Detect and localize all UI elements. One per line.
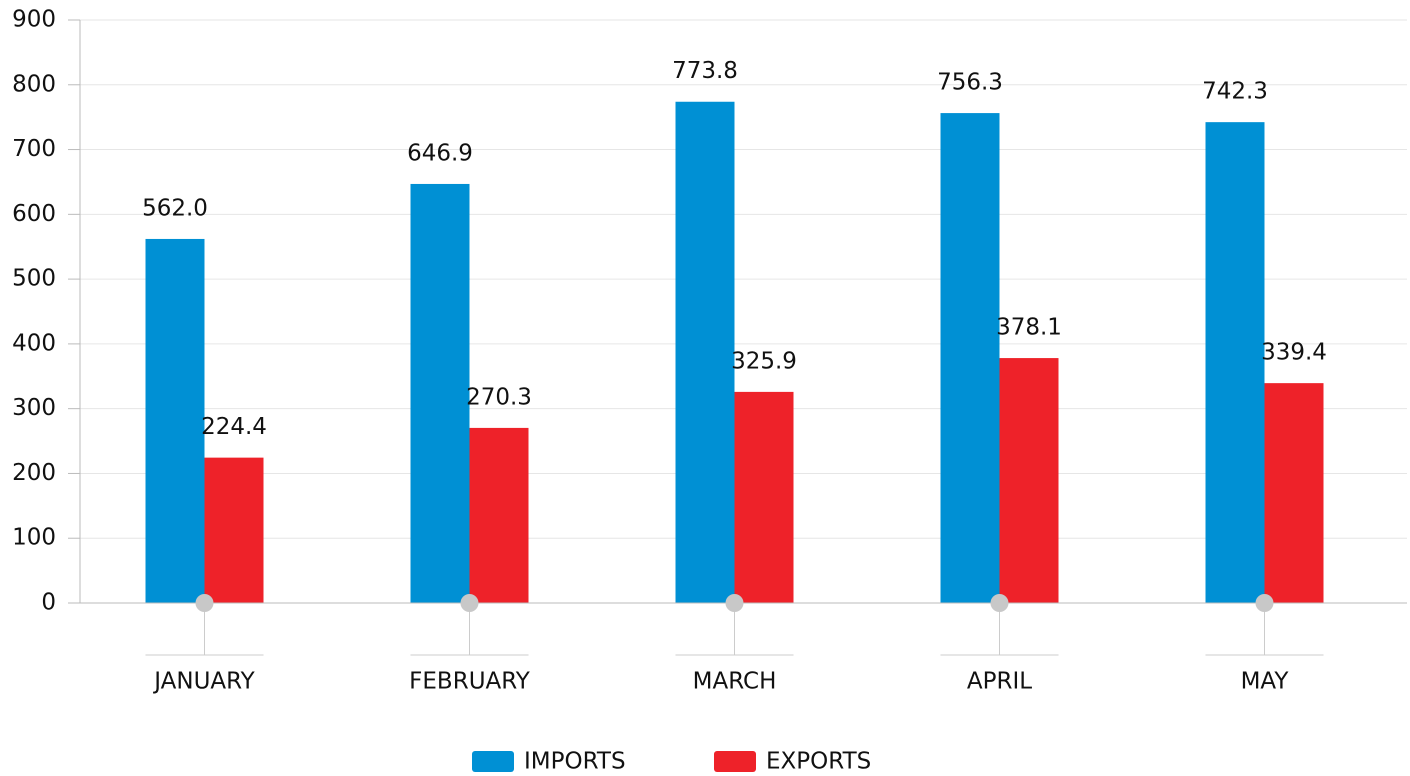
legend-swatch xyxy=(714,751,756,772)
y-tick-label: 300 xyxy=(12,395,56,421)
x-tick-dot xyxy=(725,594,744,612)
y-tick-label: 200 xyxy=(12,460,56,486)
bar xyxy=(734,391,794,603)
x-tick-label: MARCH xyxy=(693,669,777,695)
value-label: 773.8 xyxy=(672,58,738,84)
value-label: 756.3 xyxy=(937,70,1003,96)
x-tick-dot xyxy=(1255,594,1274,612)
y-tick-label: 500 xyxy=(12,266,56,292)
bar xyxy=(145,238,205,603)
value-label: 562.0 xyxy=(142,195,208,221)
legend-swatch xyxy=(472,751,514,772)
value-label: 646.9 xyxy=(407,140,473,166)
y-tick-label: 100 xyxy=(12,525,56,551)
bar xyxy=(675,101,735,603)
x-tick-dot xyxy=(460,594,479,612)
y-tick-label: 800 xyxy=(12,71,56,97)
x-tick-dot xyxy=(195,594,214,612)
y-tick-label: 0 xyxy=(41,590,56,616)
y-tick-label: 700 xyxy=(12,136,56,162)
y-tick-label: 400 xyxy=(12,330,56,356)
bar xyxy=(1205,122,1265,604)
x-tick-label: JANUARY xyxy=(152,669,255,695)
value-label: 742.3 xyxy=(1202,79,1268,105)
x-tick-label: APRIL xyxy=(967,669,1032,695)
legend-label: IMPORTS xyxy=(524,749,626,775)
bar xyxy=(940,113,1000,603)
value-label: 270.3 xyxy=(466,384,532,410)
value-label: 325.9 xyxy=(731,348,797,374)
value-label: 378.1 xyxy=(996,315,1062,341)
x-tick-label: MAY xyxy=(1241,669,1290,695)
x-tick-label: FEBRUARY xyxy=(409,669,531,695)
y-tick-label: 600 xyxy=(12,201,56,227)
value-label: 339.4 xyxy=(1261,340,1327,366)
legend-label: EXPORTS xyxy=(766,749,871,775)
value-label: 224.4 xyxy=(201,414,267,440)
bar xyxy=(469,427,529,603)
y-tick-label: 900 xyxy=(12,7,56,33)
bar xyxy=(204,457,264,603)
x-tick-dot xyxy=(990,594,1009,612)
bar xyxy=(410,183,470,603)
bar xyxy=(999,358,1059,603)
bar xyxy=(1264,383,1324,603)
